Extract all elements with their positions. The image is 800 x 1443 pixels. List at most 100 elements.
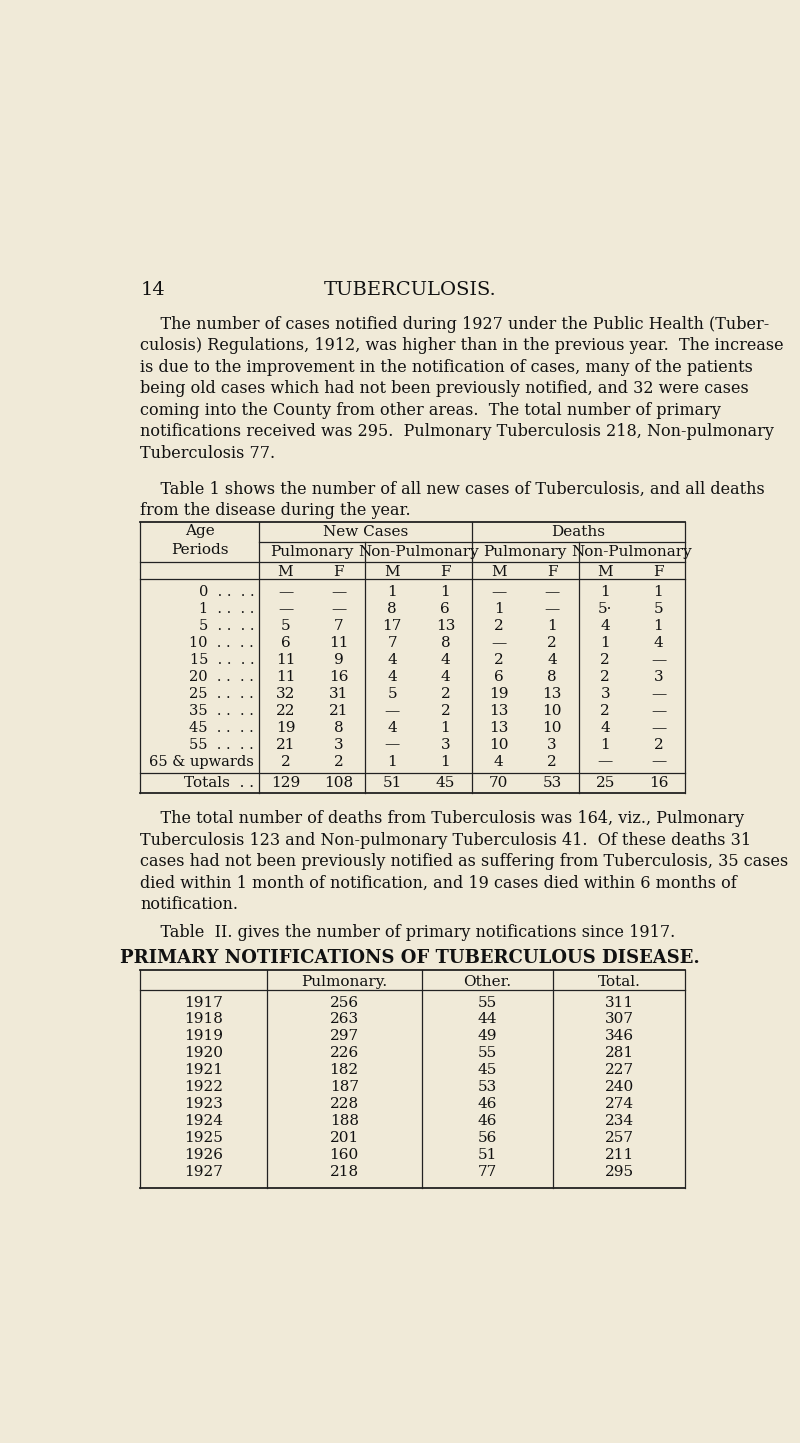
Text: 10: 10 xyxy=(542,720,562,734)
Text: —: — xyxy=(331,602,346,616)
Text: 7: 7 xyxy=(334,619,344,633)
Text: 311: 311 xyxy=(605,996,634,1010)
Text: 44: 44 xyxy=(478,1013,498,1026)
Text: 21: 21 xyxy=(276,737,295,752)
Text: 1927: 1927 xyxy=(184,1165,223,1179)
Text: 16: 16 xyxy=(329,670,349,684)
Text: Non-Pulmonary: Non-Pulmonary xyxy=(358,545,479,558)
Text: 10: 10 xyxy=(542,704,562,717)
Text: Table 1 shows the number of all new cases of Tuberculosis, and all deaths: Table 1 shows the number of all new case… xyxy=(140,481,765,498)
Text: 53: 53 xyxy=(478,1081,497,1094)
Text: 35  . .  . .: 35 . . . . xyxy=(190,704,254,717)
Text: 13: 13 xyxy=(489,704,508,717)
Text: 13: 13 xyxy=(436,619,455,633)
Text: 21: 21 xyxy=(329,704,349,717)
Text: 51: 51 xyxy=(478,1149,497,1162)
Text: 14: 14 xyxy=(140,281,165,299)
Text: 46: 46 xyxy=(478,1097,498,1111)
Text: 13: 13 xyxy=(542,687,562,701)
Text: 45: 45 xyxy=(478,1063,497,1078)
Text: 9: 9 xyxy=(334,652,344,667)
Text: 3: 3 xyxy=(334,737,344,752)
Text: 8: 8 xyxy=(334,720,344,734)
Text: 45  . .  . .: 45 . . . . xyxy=(190,720,254,734)
Text: 5: 5 xyxy=(654,602,663,616)
Text: 201: 201 xyxy=(330,1131,358,1146)
Text: 1: 1 xyxy=(600,584,610,599)
Text: 346: 346 xyxy=(605,1029,634,1043)
Text: M: M xyxy=(491,566,506,579)
Text: 7: 7 xyxy=(387,636,397,649)
Text: 1: 1 xyxy=(441,755,450,769)
Text: TUBERCULOSIS.: TUBERCULOSIS. xyxy=(324,281,496,299)
Text: notifications received was 295.  Pulmonary Tuberculosis 218, Non-pulmonary: notifications received was 295. Pulmonar… xyxy=(140,423,774,440)
Text: 1: 1 xyxy=(387,755,397,769)
Text: 0  . .  . .: 0 . . . . xyxy=(198,584,254,599)
Text: coming into the County from other areas.  The total number of primary: coming into the County from other areas.… xyxy=(140,401,721,418)
Text: 4: 4 xyxy=(547,652,557,667)
Text: 11: 11 xyxy=(276,652,295,667)
Text: 4: 4 xyxy=(441,652,450,667)
Text: 1: 1 xyxy=(441,584,450,599)
Text: 6: 6 xyxy=(441,602,450,616)
Text: Pulmonary: Pulmonary xyxy=(270,545,354,558)
Text: F: F xyxy=(440,566,450,579)
Text: F: F xyxy=(546,566,557,579)
Text: 187: 187 xyxy=(330,1081,358,1094)
Text: The number of cases notified during 1927 under the Public Health (Tuber-: The number of cases notified during 1927… xyxy=(140,316,770,332)
Text: 55  . .  . .: 55 . . . . xyxy=(190,737,254,752)
Text: died within 1 month of notification, and 19 cases died within 6 months of: died within 1 month of notification, and… xyxy=(140,874,737,892)
Text: 11: 11 xyxy=(276,670,295,684)
Text: 297: 297 xyxy=(330,1029,358,1043)
Text: 1920: 1920 xyxy=(184,1046,223,1061)
Text: New Cases: New Cases xyxy=(323,525,408,540)
Text: 3: 3 xyxy=(547,737,557,752)
Text: 256: 256 xyxy=(330,996,358,1010)
Text: 32: 32 xyxy=(276,687,295,701)
Text: 55: 55 xyxy=(478,1046,497,1061)
Text: 3: 3 xyxy=(600,687,610,701)
Text: Tuberculosis 77.: Tuberculosis 77. xyxy=(140,444,275,462)
Text: Tuberculosis 123 and Non-pulmonary Tuberculosis 41.  Of these deaths 31: Tuberculosis 123 and Non-pulmonary Tuber… xyxy=(140,831,751,848)
Text: 10: 10 xyxy=(489,737,508,752)
Text: 5: 5 xyxy=(387,687,397,701)
Text: 8: 8 xyxy=(441,636,450,649)
Text: M: M xyxy=(598,566,613,579)
Text: 211: 211 xyxy=(605,1149,634,1162)
Text: F: F xyxy=(654,566,664,579)
Text: 1: 1 xyxy=(600,737,610,752)
Text: 13: 13 xyxy=(489,720,508,734)
Text: Non-Pulmonary: Non-Pulmonary xyxy=(571,545,692,558)
Text: 1922: 1922 xyxy=(184,1081,223,1094)
Text: 274: 274 xyxy=(605,1097,634,1111)
Text: 2: 2 xyxy=(494,619,503,633)
Text: 1919: 1919 xyxy=(184,1029,223,1043)
Text: 1: 1 xyxy=(654,584,663,599)
Text: 1926: 1926 xyxy=(184,1149,223,1162)
Text: 1921: 1921 xyxy=(184,1063,223,1078)
Text: 160: 160 xyxy=(330,1149,358,1162)
Text: —: — xyxy=(651,704,666,717)
Text: 263: 263 xyxy=(330,1013,358,1026)
Text: Age
Periods: Age Periods xyxy=(171,524,228,557)
Text: 188: 188 xyxy=(330,1114,358,1128)
Text: —: — xyxy=(491,584,506,599)
Text: 1: 1 xyxy=(441,720,450,734)
Text: 1: 1 xyxy=(654,619,663,633)
Text: 25: 25 xyxy=(595,776,615,791)
Text: 53: 53 xyxy=(542,776,562,791)
Text: 1  . .  . .: 1 . . . . xyxy=(199,602,254,616)
Text: 2: 2 xyxy=(547,755,557,769)
Text: 11: 11 xyxy=(329,636,349,649)
Text: 8: 8 xyxy=(387,602,397,616)
Text: 1925: 1925 xyxy=(184,1131,223,1146)
Text: —: — xyxy=(651,755,666,769)
Text: 2: 2 xyxy=(600,670,610,684)
Text: M: M xyxy=(278,566,294,579)
Text: is due to the improvement in the notification of cases, many of the patients: is due to the improvement in the notific… xyxy=(140,359,753,375)
Text: PRIMARY NOTIFICATIONS OF TUBERCULOUS DISEASE.: PRIMARY NOTIFICATIONS OF TUBERCULOUS DIS… xyxy=(120,948,700,967)
Text: —: — xyxy=(278,584,293,599)
Text: 182: 182 xyxy=(330,1063,358,1078)
Text: 5  . .  . .: 5 . . . . xyxy=(198,619,254,633)
Text: —: — xyxy=(491,636,506,649)
